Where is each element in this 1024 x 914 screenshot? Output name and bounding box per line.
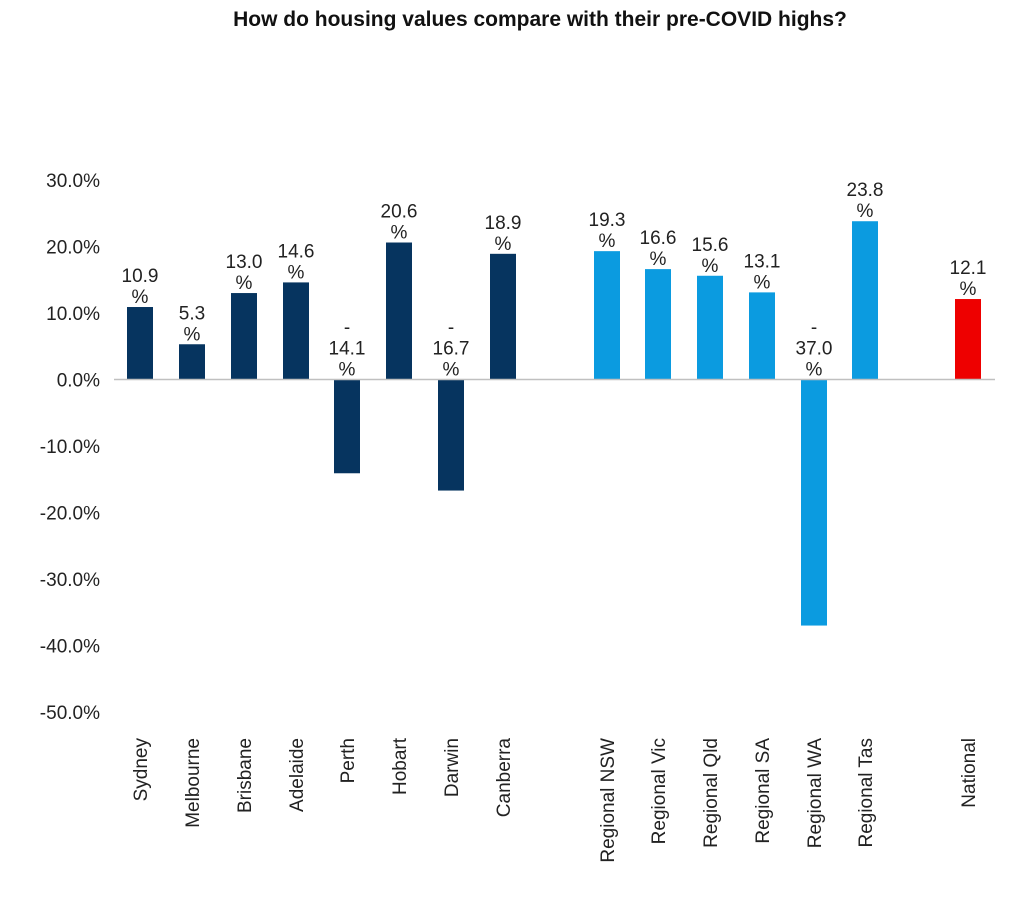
data-label: 19.3 [589, 210, 626, 231]
data-label: 12.1 [950, 258, 987, 279]
data-label: % [339, 360, 356, 381]
data-label: % [184, 324, 201, 345]
bar-darwin [438, 379, 464, 491]
category-label: Regional Vic [649, 738, 670, 844]
data-label: % [702, 256, 719, 277]
bar-canberra [490, 253, 516, 380]
data-labels: 10.9%5.3%13.0%14.6%-14.1%20.6%-16.7%18.9… [122, 180, 987, 380]
y-axis-ticks: 30.0% 20.0% 10.0% 0.0% -10.0% -20.0% -30.0% -40… [40, 171, 100, 724]
bar-melbourne [179, 344, 205, 380]
bar-regional-sa [749, 292, 775, 380]
data-label: % [391, 223, 408, 244]
category-label: Regional WA [805, 738, 826, 849]
data-label: - [448, 318, 454, 339]
y-tick-label: 0.0% [57, 371, 100, 392]
data-label: % [960, 279, 977, 300]
data-label: % [650, 249, 667, 270]
category-labels: Sydney Melbourne Brisbane Adelaide Perth Hoba… [131, 737, 980, 862]
category-label: National [959, 738, 980, 808]
y-tick-label: 20.0% [46, 238, 100, 259]
y-tick-label: 30.0% [46, 171, 100, 192]
data-label: % [236, 273, 253, 294]
bar-brisbane [231, 293, 257, 380]
data-label: 18.9 [485, 213, 522, 234]
data-label: 10.9 [122, 266, 159, 287]
data-label: % [288, 262, 305, 283]
data-label: 13.1 [744, 251, 781, 272]
data-label: - [344, 318, 350, 339]
category-label: Regional Tas [856, 738, 877, 848]
y-tick-label: -30.0% [40, 570, 100, 591]
category-label: Hobart [390, 737, 411, 795]
data-label: 15.6 [692, 235, 729, 256]
chart-title: How do housing values compare with their… [233, 8, 847, 31]
y-tick-label: -50.0% [40, 703, 100, 724]
data-label: % [132, 287, 149, 308]
data-label: 5.3 [179, 303, 205, 324]
data-label: 37.0 [796, 339, 833, 360]
bar-regional-wa [801, 379, 827, 626]
bar-sydney [127, 307, 153, 380]
category-label: Regional Qld [701, 738, 722, 848]
category-label: Perth [338, 738, 359, 783]
category-label: Brisbane [235, 738, 256, 813]
category-label: Melbourne [183, 738, 204, 828]
data-label: 13.0 [226, 252, 263, 273]
data-label: % [806, 360, 823, 381]
bar-hobart [386, 242, 412, 380]
bar-adelaide [283, 282, 309, 380]
bar-regional-nsw [594, 251, 620, 380]
y-tick-label: -40.0% [40, 637, 100, 658]
category-label: Regional SA [753, 738, 774, 844]
y-tick-label: 10.0% [46, 304, 100, 325]
data-label: % [599, 231, 616, 252]
data-label: 16.7 [433, 339, 470, 360]
data-label: % [754, 272, 771, 293]
data-label: 16.6 [640, 228, 677, 249]
bar-national [955, 299, 981, 380]
bar-perth [334, 379, 360, 474]
bar-regional-tas [852, 221, 878, 380]
bar-regional-vic [645, 269, 671, 380]
data-label: 20.6 [381, 202, 418, 223]
y-tick-label: -10.0% [40, 437, 100, 458]
category-label: Canberra [494, 738, 515, 818]
category-label: Darwin [442, 738, 463, 797]
data-label: 14.6 [278, 241, 315, 262]
data-label: - [811, 318, 817, 339]
data-label: 23.8 [847, 180, 884, 201]
category-label: Sydney [131, 738, 152, 802]
bars [127, 221, 981, 626]
bar-regional-qld [697, 275, 723, 380]
data-label: % [857, 201, 874, 222]
data-label: % [443, 360, 460, 381]
y-tick-label: -20.0% [40, 504, 100, 525]
data-label: % [495, 234, 512, 255]
category-label: Adelaide [287, 738, 308, 812]
data-label: 14.1 [329, 339, 366, 360]
category-label: Regional NSW [598, 738, 619, 863]
